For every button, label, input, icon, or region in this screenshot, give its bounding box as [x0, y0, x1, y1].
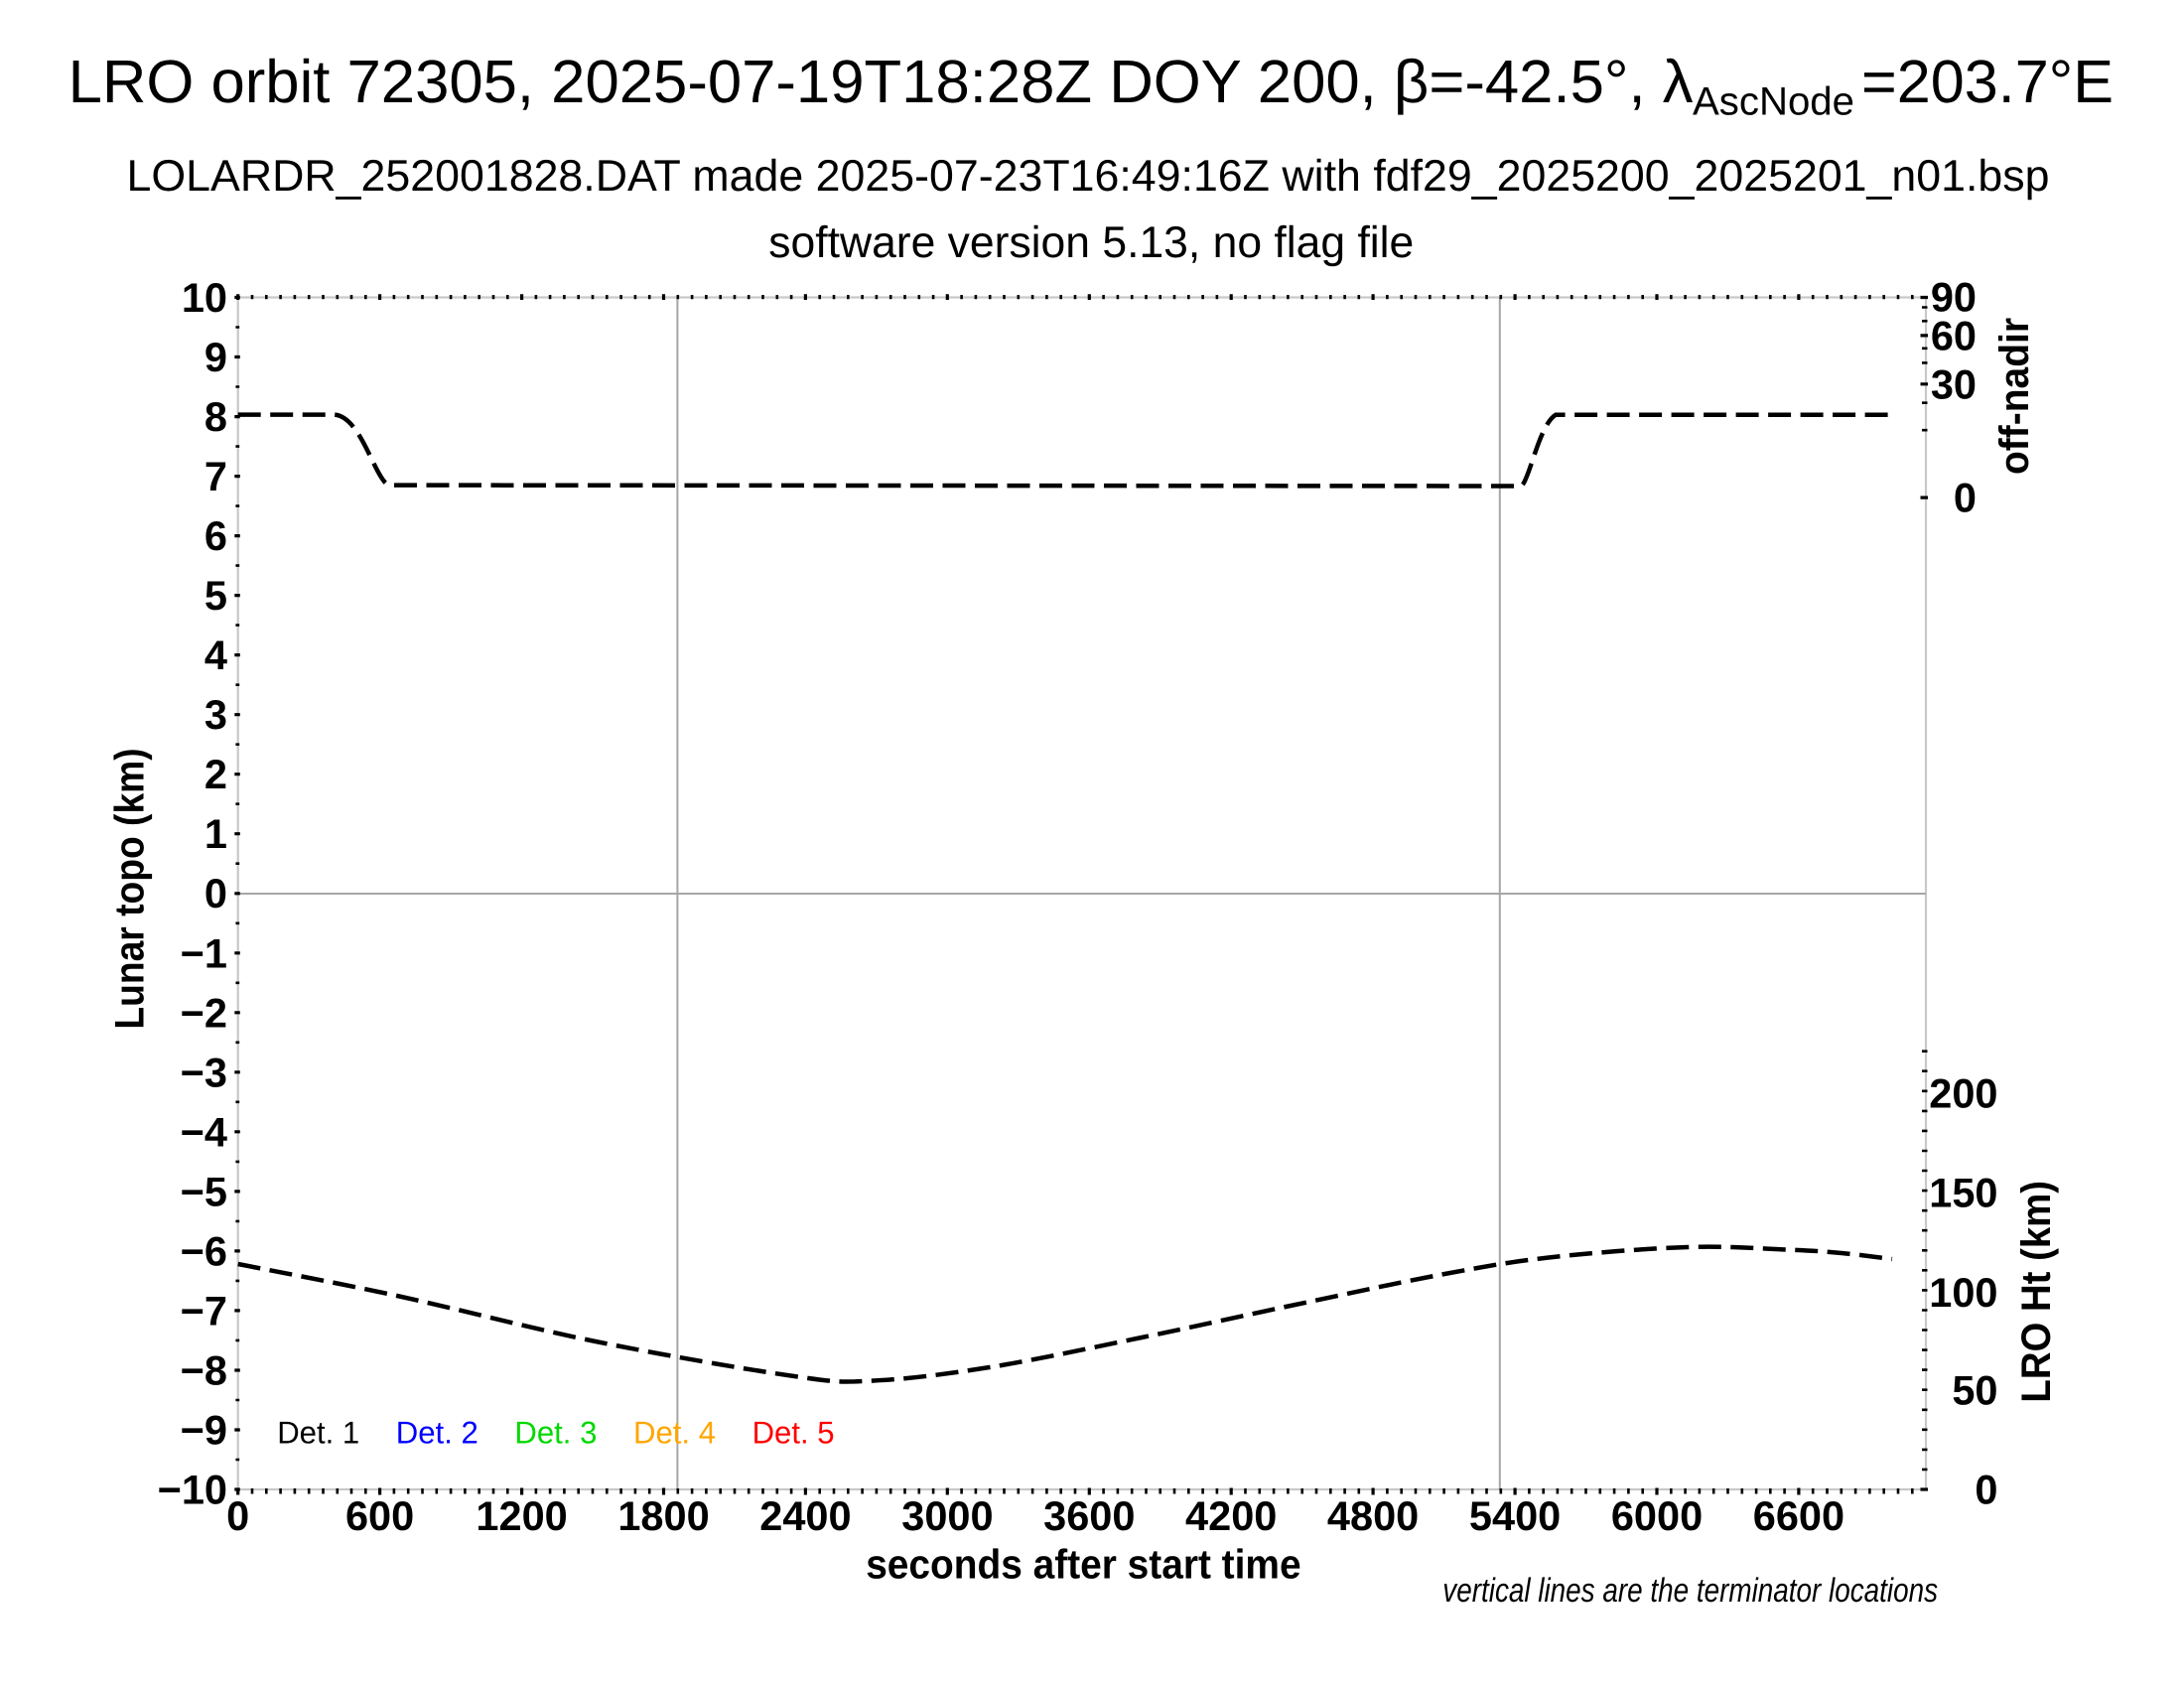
svg-text:Det. 3: Det. 3	[514, 1415, 597, 1451]
svg-text:LOLARDR_252001828.DAT made 202: LOLARDR_252001828.DAT made 2025-07-23T16…	[127, 152, 2050, 201]
svg-text:4800: 4800	[1327, 1492, 1419, 1539]
svg-text:−4: −4	[181, 1108, 227, 1155]
svg-text:0: 0	[205, 870, 227, 916]
svg-text:5400: 5400	[1469, 1492, 1561, 1539]
svg-text:90: 90	[1931, 274, 1977, 321]
svg-text:4: 4	[205, 632, 227, 678]
svg-text:7: 7	[205, 453, 227, 499]
svg-text:600: 600	[345, 1492, 414, 1539]
svg-text:vertical lines are the termina: vertical lines are the terminator locati…	[1442, 1572, 1938, 1610]
svg-text:Lunar topo (km): Lunar topo (km)	[106, 748, 153, 1029]
svg-text:9: 9	[205, 334, 227, 380]
svg-text:−2: −2	[181, 989, 227, 1036]
svg-text:off-nadir: off-nadir	[1990, 318, 2037, 475]
svg-text:Det. 4: Det. 4	[633, 1415, 716, 1451]
svg-text:60: 60	[1931, 312, 1977, 358]
svg-text:AscNode: AscNode	[1693, 80, 1854, 124]
svg-text:LRO Ht (km): LRO Ht (km)	[2012, 1181, 2059, 1403]
svg-text:−10: −10	[158, 1467, 227, 1513]
svg-text:=203.7°E: =203.7°E	[1861, 48, 2114, 115]
svg-text:5: 5	[205, 572, 227, 619]
svg-text:Det. 2: Det. 2	[396, 1415, 478, 1451]
svg-text:200: 200	[1929, 1069, 1997, 1116]
svg-text:2400: 2400	[759, 1492, 851, 1539]
svg-text:6: 6	[205, 512, 227, 559]
svg-text:−8: −8	[181, 1347, 227, 1394]
svg-text:100: 100	[1929, 1269, 1997, 1316]
svg-text:software version 5.13, no flag: software version 5.13, no flag file	[768, 218, 1414, 267]
svg-text:6000: 6000	[1611, 1492, 1703, 1539]
svg-text:LRO orbit 72305, 2025-07-19T18: LRO orbit 72305, 2025-07-19T18:28Z DOY 2…	[68, 48, 1694, 115]
svg-text:3000: 3000	[901, 1492, 993, 1539]
svg-text:30: 30	[1931, 360, 1977, 407]
svg-text:Det. 5: Det. 5	[752, 1415, 835, 1451]
svg-text:−3: −3	[181, 1049, 227, 1095]
svg-text:10: 10	[182, 274, 227, 321]
svg-text:−5: −5	[181, 1168, 227, 1214]
svg-text:6600: 6600	[1753, 1492, 1844, 1539]
svg-text:0: 0	[1975, 1467, 1997, 1513]
svg-text:−1: −1	[181, 929, 227, 976]
svg-text:−9: −9	[181, 1407, 227, 1454]
svg-text:−7: −7	[181, 1287, 227, 1334]
svg-text:50: 50	[1952, 1366, 1997, 1413]
svg-text:1: 1	[205, 810, 227, 857]
svg-text:150: 150	[1929, 1170, 1997, 1216]
svg-text:seconds after start time: seconds after start time	[866, 1540, 1300, 1587]
svg-text:4200: 4200	[1185, 1492, 1277, 1539]
svg-text:Det. 1: Det. 1	[277, 1415, 359, 1451]
svg-text:0: 0	[226, 1492, 249, 1539]
svg-text:1800: 1800	[617, 1492, 709, 1539]
svg-text:1200: 1200	[476, 1492, 567, 1539]
svg-text:−6: −6	[181, 1227, 227, 1274]
svg-text:8: 8	[205, 393, 227, 440]
svg-text:3600: 3600	[1043, 1492, 1135, 1539]
svg-text:0: 0	[1954, 475, 1977, 521]
svg-text:2: 2	[205, 751, 227, 797]
svg-text:3: 3	[205, 691, 227, 738]
